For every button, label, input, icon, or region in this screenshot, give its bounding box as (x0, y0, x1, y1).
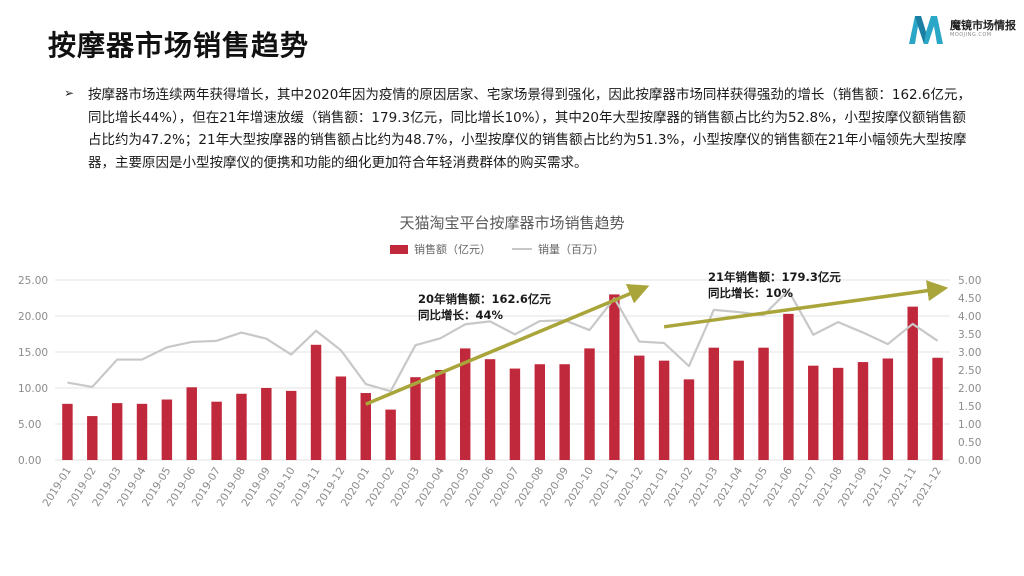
bar-2019-04 (136, 403, 148, 460)
bar-2021-03 (708, 347, 720, 460)
legend-line-label: 销量（百万） (538, 242, 604, 256)
trend-arrows (365, 280, 949, 406)
y-right-tick-label: 1.00 (958, 419, 981, 431)
y-left-tick-label: 20.00 (18, 311, 48, 323)
bar-2021-06 (783, 313, 794, 460)
bar-2021-09 (857, 362, 869, 460)
chart-title: 天猫淘宝平台按摩器市场销售趋势 (399, 214, 624, 232)
logo-subtext: MOOJING.COM (950, 32, 992, 38)
y-right-tick-label: 4.50 (958, 293, 981, 305)
y-right-tick-label: 0.00 (958, 455, 981, 467)
legend-bar-label: 销售额（亿元） (414, 242, 491, 256)
bar-2021-10 (882, 358, 894, 460)
bar-2019-11 (310, 344, 322, 460)
bar-2019-12 (335, 376, 347, 460)
bar-2020-03 (410, 377, 421, 460)
bar-2021-12 (932, 357, 943, 460)
bar-2020-04 (435, 370, 446, 460)
bar-2019-01 (62, 403, 73, 460)
chart-legend: 销售额（亿元） 销量（百万） (390, 242, 604, 256)
annotation-sales-1: 20年销售额：162.6亿元 (418, 292, 551, 306)
bar-2020-02 (385, 409, 396, 460)
bullet-arrow-icon: ➢ (64, 86, 75, 100)
bar-2021-04 (733, 360, 744, 460)
bar-2021-08 (832, 367, 844, 460)
x-axis-labels: 2019-012019-022019-032019-042019-052019-… (41, 465, 945, 509)
line-series (67, 289, 939, 393)
bar-2019-07 (211, 401, 222, 460)
bar-2019-10 (285, 390, 297, 460)
trend-arrow-2 (663, 280, 949, 329)
y-left-tick-label: 10.00 (18, 383, 48, 395)
bar-2020-08 (534, 364, 546, 460)
y-right-tick-label: 2.00 (958, 383, 981, 395)
logo-text: 魔镜市场情报 (950, 19, 1016, 32)
y-right-tick-label: 3.00 (958, 347, 981, 359)
bar-2020-11 (609, 294, 620, 460)
annotation-growth-2: 同比增长：10% (708, 286, 794, 300)
bar-2021-02 (683, 379, 695, 460)
bar-2020-12 (634, 355, 645, 460)
bar-2020-10 (584, 348, 595, 460)
bar-2020-07 (509, 368, 521, 460)
legend-bar-swatch (390, 245, 408, 254)
bar-2021-07 (808, 365, 819, 460)
bar-2020-06 (484, 359, 496, 460)
bar-2021-01 (658, 360, 670, 460)
bar-series (62, 294, 943, 460)
logo: 魔镜市场情报 MOOJING.COM (906, 12, 1016, 46)
y-left-tick-label: 5.00 (18, 419, 41, 431)
y-axis-left: 0.00 5.00 10.00 15.00 20.00 25.00 (18, 275, 48, 467)
y-right-tick-label: 1.50 (958, 401, 981, 413)
bar-2020-05 (459, 348, 471, 460)
y-right-tick-label: 4.00 (958, 311, 981, 323)
y-left-tick-label: 25.00 (18, 275, 48, 287)
page-title: 按摩器市场销售趋势 (48, 29, 310, 62)
y-left-tick-label: 0.00 (18, 455, 41, 467)
summary-text: 按摩器市场连续两年获得增长，其中2020年因为疫情的原因居家、宅家场景得到强化，… (88, 87, 972, 171)
sales-volume-line (67, 289, 939, 393)
y-right-tick-label: 0.50 (958, 437, 981, 449)
y-axis-right: 0.00 0.50 1.00 1.50 2.00 2.50 3.00 3.50 4.00 4.50… (958, 275, 981, 467)
bar-2019-08 (236, 393, 247, 460)
bar-2019-06 (186, 387, 197, 460)
y-right-tick-label: 3.50 (958, 329, 981, 341)
chart-grid (55, 279, 950, 461)
y-left-tick-label: 15.00 (18, 347, 48, 359)
annotation-sales-2: 21年销售额：179.3亿元 (708, 270, 841, 284)
bar-2020-01 (360, 393, 371, 460)
annotation-growth-1: 同比增长：44% (418, 308, 504, 322)
logo-mark-icon (909, 16, 943, 44)
y-right-tick-label: 5.00 (958, 275, 981, 287)
bar-2019-05 (161, 399, 173, 460)
bar-2021-05 (758, 347, 769, 460)
bar-2020-09 (559, 364, 570, 460)
bar-2019-09 (261, 388, 272, 460)
trend-arrow-1 (365, 284, 650, 406)
y-right-tick-label: 2.50 (958, 365, 981, 377)
bar-2021-11 (907, 306, 918, 460)
bar-2019-03 (111, 403, 123, 460)
bar-2019-02 (87, 416, 98, 460)
